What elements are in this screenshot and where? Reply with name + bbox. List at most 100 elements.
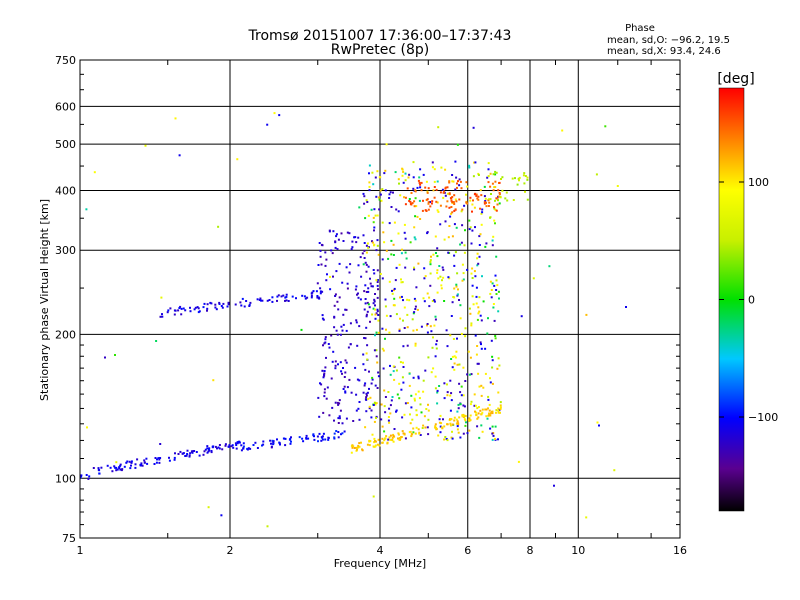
data-point: [334, 246, 337, 249]
data-point: [383, 430, 386, 433]
data-point: [401, 167, 404, 170]
data-point: [372, 302, 375, 305]
data-point: [371, 376, 374, 379]
data-point: [377, 196, 380, 199]
data-point: [596, 421, 599, 424]
data-point: [367, 265, 370, 268]
data-point: [454, 198, 457, 201]
chart-subtitle: RwPretec (8p): [331, 42, 429, 58]
data-point: [373, 243, 376, 246]
data-point: [412, 187, 415, 190]
data-point: [427, 201, 430, 204]
data-point: [373, 226, 376, 229]
data-point: [383, 405, 386, 408]
data-point: [479, 341, 482, 344]
data-point: [218, 303, 221, 305]
data-point: [429, 272, 432, 275]
data-point: [370, 285, 373, 288]
data-point: [437, 434, 440, 437]
data-point: [198, 310, 201, 313]
data-point: [383, 439, 386, 442]
data-point: [408, 431, 411, 434]
phase-stats-heading: Phase: [625, 23, 655, 34]
data-point: [477, 406, 480, 408]
data-point: [285, 295, 288, 298]
data-point: [214, 303, 217, 306]
x-tick-label: 2: [227, 544, 234, 557]
data-point: [476, 362, 479, 365]
data-point: [494, 337, 497, 340]
data-point: [326, 273, 328, 276]
data-point: [398, 182, 400, 185]
data-point: [398, 356, 401, 359]
data-point: [440, 166, 443, 169]
data-point: [363, 290, 366, 293]
y-tick-label: 750: [55, 54, 76, 67]
data-point: [497, 410, 500, 412]
data-point: [355, 393, 358, 396]
data-point: [460, 241, 463, 244]
data-point: [387, 438, 390, 441]
data-point: [390, 399, 393, 402]
data-point: [310, 296, 313, 299]
data-point: [412, 427, 415, 430]
data-point: [383, 172, 386, 175]
data-point: [331, 406, 334, 409]
data-point: [383, 389, 386, 392]
data-point: [401, 430, 404, 433]
data-point: [418, 397, 421, 400]
data-point: [403, 196, 405, 199]
data-point: [494, 180, 497, 183]
data-point: [342, 240, 345, 242]
data-point: [284, 296, 287, 299]
data-point: [141, 464, 144, 467]
data-point: [179, 305, 182, 308]
data-point: [450, 206, 453, 208]
data-point: [373, 441, 376, 444]
data-point: [477, 412, 480, 415]
data-point: [368, 181, 371, 184]
data-point: [418, 431, 421, 434]
data-point: [327, 438, 330, 441]
data-point: [254, 441, 257, 444]
data-point: [441, 188, 444, 191]
data-point: [383, 241, 386, 244]
data-point: [326, 386, 329, 389]
data-point: [343, 376, 346, 378]
data-point: [415, 286, 418, 289]
data-point: [119, 468, 122, 471]
chart-title: Tromsø 20151007 17:36:00–17:37:43: [248, 28, 512, 44]
data-point: [398, 397, 401, 400]
data-point: [495, 411, 497, 414]
data-point: [371, 240, 373, 243]
data-point: [524, 175, 527, 177]
data-point: [447, 236, 450, 239]
data-point: [464, 419, 467, 422]
data-point: [443, 397, 446, 400]
data-point: [398, 329, 401, 332]
data-point: [343, 430, 346, 433]
data-point: [409, 422, 412, 425]
data-point: [313, 438, 316, 441]
data-point: [248, 305, 251, 307]
data-point: [497, 199, 499, 202]
data-point: [228, 444, 231, 447]
data-point: [249, 301, 252, 304]
data-point: [392, 435, 395, 438]
colorbar-tick-label: 0: [748, 294, 755, 307]
data-point: [420, 181, 423, 184]
data-point: [466, 373, 469, 376]
data-point: [377, 438, 380, 441]
data-point: [453, 419, 456, 422]
data-point: [498, 181, 501, 184]
data-point: [365, 263, 368, 266]
data-point: [388, 222, 391, 225]
data-point: [436, 209, 439, 212]
data-point: [270, 442, 272, 445]
x-tick-label: 6: [464, 544, 471, 557]
data-point: [480, 194, 483, 197]
data-point: [463, 414, 466, 417]
data-point: [469, 356, 472, 359]
data-point: [174, 117, 177, 120]
data-point: [461, 415, 464, 417]
